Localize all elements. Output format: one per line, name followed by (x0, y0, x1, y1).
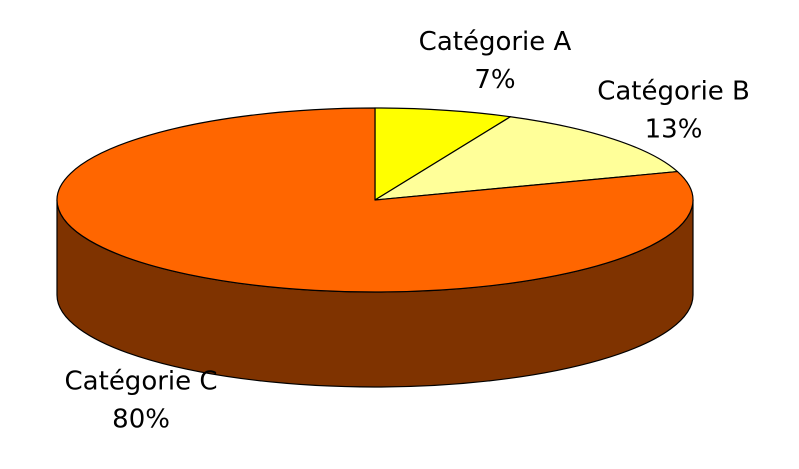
pie-slice-categorie-b (374, 116, 679, 201)
pie-labels: Catégorie A 7% Catégorie B 13% Catégorie C 80… (65, 27, 750, 434)
label-categorie-a: Catégorie A (419, 27, 572, 57)
value-label-categorie-a: 7% (474, 65, 515, 95)
pie-top (56, 107, 694, 293)
pie-slice-categorie-c (56, 107, 694, 293)
value-label-categorie-b: 13% (645, 114, 703, 144)
value-label-categorie-c: 80% (112, 404, 170, 434)
pie-slice-categorie-a (374, 107, 511, 201)
label-categorie-b: Catégorie B (597, 76, 750, 106)
label-categorie-c: Catégorie C (65, 366, 218, 396)
